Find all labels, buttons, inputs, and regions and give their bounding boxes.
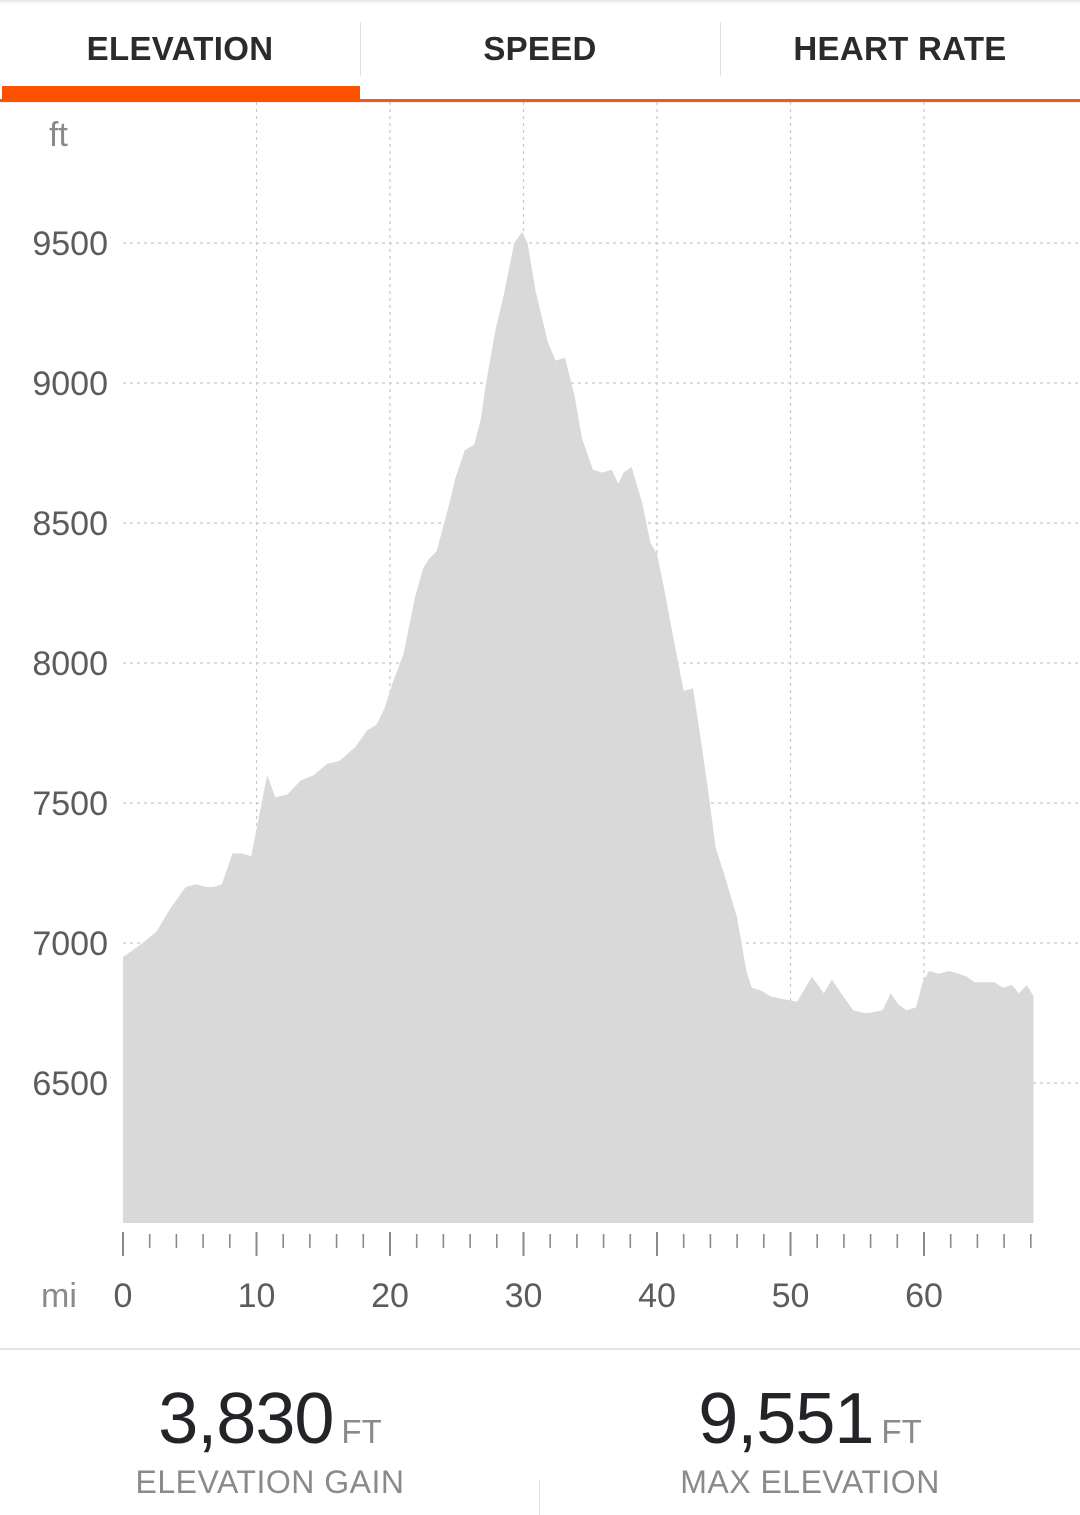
y-tick-label: 8000	[32, 645, 108, 683]
tab-speed[interactable]: SPEED	[483, 30, 597, 67]
y-tick-label: 7500	[32, 785, 108, 823]
x-tick-label: 50	[772, 1277, 810, 1315]
x-tick-label: 0	[114, 1277, 133, 1315]
y-axis-unit: ft	[49, 116, 68, 154]
elevation-gain-label: ELEVATION GAIN	[135, 1464, 405, 1500]
tab-divider	[720, 22, 721, 76]
y-tick-label: 7000	[32, 925, 108, 963]
elevation-chart[interactable]: 6500 7000 7500 8000 8500 9000 9500 ft 0 10 20 30 40 5…	[0, 102, 1080, 1348]
tab-heart-rate[interactable]: HEART RATE	[793, 30, 1007, 67]
stat-max-elevation: 9,551 FT MAX ELEVATION	[540, 1378, 1080, 1501]
y-tick-label: 9500	[32, 225, 108, 263]
x-tick-label: 30	[505, 1277, 543, 1315]
x-tick-label: 40	[638, 1277, 676, 1315]
stats-divider	[0, 1348, 1080, 1350]
elevation-gain-unit: FT	[341, 1413, 382, 1450]
stat-elevation-gain: 3,830 FT ELEVATION GAIN	[0, 1378, 540, 1501]
max-elevation-value: 9,551	[698, 1379, 874, 1459]
y-tick-label: 8500	[32, 505, 108, 543]
metric-tab-bar: ELEVATION SPEED HEART RATE	[0, 0, 1080, 102]
tab-elevation[interactable]: ELEVATION	[86, 30, 274, 67]
elevation-gain-value: 3,830	[158, 1379, 334, 1459]
x-tick-label: 20	[371, 1277, 409, 1315]
elevation-chart-svg: 6500 7000 7500 8000 8500 9000 9500 ft 0 10 20 30 40 5…	[32, 102, 1080, 1315]
x-axis-unit: mi	[41, 1277, 77, 1315]
y-tick-label: 6500	[32, 1065, 108, 1103]
elevation-area	[123, 231, 1034, 1224]
y-tick-label: 9000	[32, 365, 108, 403]
tab-divider	[360, 22, 361, 76]
x-tick-label: 10	[238, 1277, 276, 1315]
max-elevation-label: MAX ELEVATION	[680, 1464, 940, 1500]
x-tick-label: 60	[905, 1277, 943, 1315]
max-elevation-unit: FT	[881, 1413, 922, 1450]
active-tab-indicator	[2, 86, 360, 101]
stats-column-divider	[539, 1480, 540, 1515]
tab-underline-track	[0, 99, 1080, 102]
top-shadow	[0, 0, 1080, 4]
